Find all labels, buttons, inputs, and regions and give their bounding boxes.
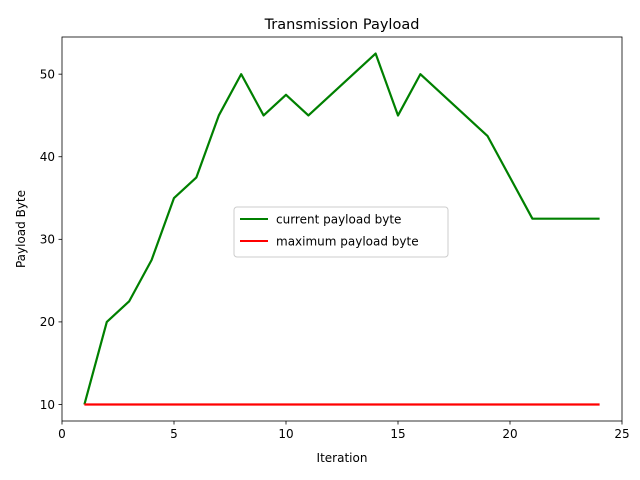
y-tick-label: 30 [40,233,55,247]
legend: current payload byte maximum payload byt… [233,206,449,258]
ticks-layer: 0 5 10 15 20 25 10 20 30 40 50 [40,67,630,441]
x-tick-label: 25 [614,427,629,441]
x-tick-label: 0 [58,427,66,441]
y-tick-label: 40 [40,150,55,164]
x-tick-label: 15 [390,427,405,441]
y-tick-label: 50 [40,67,55,81]
series-layer [83,52,600,406]
series-line-current-payload [83,52,600,405]
legend-label-current-payload: current payload byte [276,212,401,226]
legend-label-maximum-payload: maximum payload byte [276,234,419,248]
y-tick-label: 20 [40,315,55,329]
y-tick-label: 10 [40,398,55,412]
plot-area-frame [61,36,623,422]
x-axis-title: Iteration [317,451,368,465]
legend-box [233,206,449,258]
x-tick-label: 20 [502,427,517,441]
y-axis-title: Payload Byte [14,190,28,268]
x-tick-label: 5 [170,427,178,441]
chart-title: Transmission Payload [264,17,420,33]
x-tick-label: 10 [278,427,293,441]
